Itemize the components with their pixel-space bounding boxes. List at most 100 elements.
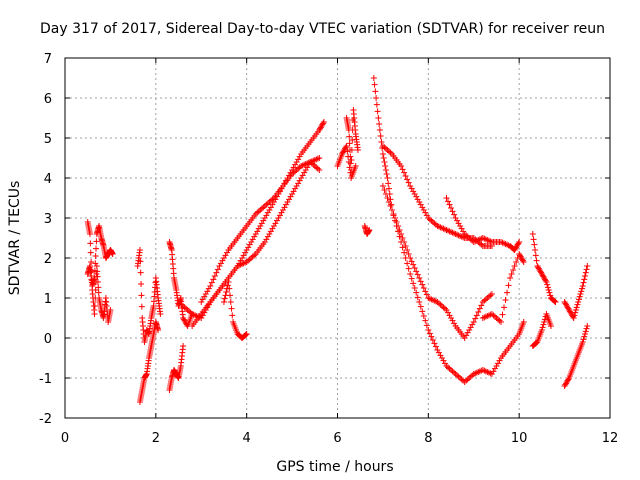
series-arc-1	[84, 219, 114, 325]
data-point-marker	[202, 291, 209, 297]
data-point-marker	[92, 253, 99, 259]
data-point-marker	[417, 303, 424, 310]
data-point-marker	[260, 217, 267, 224]
data-point-marker	[249, 253, 256, 260]
data-point-marker	[576, 293, 583, 300]
data-point-marker	[532, 252, 539, 259]
data-point-marker	[224, 282, 231, 289]
data-point-marker	[390, 211, 397, 217]
data-point-marker	[370, 75, 377, 81]
data-point-marker	[404, 247, 411, 253]
data-point-marker	[86, 231, 93, 237]
data-point-marker	[284, 199, 291, 205]
data-point-marker	[413, 193, 420, 200]
data-point-marker	[580, 279, 587, 286]
data-point-marker	[254, 209, 261, 216]
data-point-marker	[494, 316, 501, 323]
data-point-marker	[242, 249, 249, 256]
series-arc-18	[479, 251, 527, 325]
data-point-marker	[281, 204, 288, 211]
data-point-marker	[413, 289, 420, 296]
series-arc-15	[379, 183, 495, 341]
data-point-marker	[347, 160, 354, 167]
data-point-marker	[243, 247, 250, 253]
data-point-marker	[248, 239, 255, 245]
series-arc-20	[529, 311, 554, 349]
data-point-marker	[95, 289, 102, 296]
data-point-marker	[183, 305, 190, 312]
data-point-marker	[504, 289, 511, 296]
data-point-marker	[399, 244, 406, 251]
data-point-marker	[451, 320, 458, 327]
data-point-marker	[393, 219, 400, 225]
data-point-marker	[290, 188, 297, 195]
data-point-marker	[228, 305, 235, 312]
series-arc-4	[136, 319, 162, 405]
data-point-marker	[293, 183, 300, 189]
data-point-marker	[449, 317, 456, 324]
data-point-marker	[449, 368, 456, 375]
data-point-marker	[91, 311, 98, 317]
data-points	[84, 75, 591, 405]
data-point-marker	[411, 285, 418, 291]
data-point-marker	[475, 309, 482, 315]
data-point-marker	[407, 271, 414, 277]
data-point-marker	[416, 299, 423, 305]
data-point-marker	[211, 273, 218, 279]
data-point-marker	[384, 195, 391, 201]
data-point-marker	[551, 298, 558, 305]
data-point-marker	[246, 241, 253, 248]
data-point-marker	[267, 228, 274, 235]
data-point-marker	[581, 276, 588, 283]
data-point-marker	[445, 364, 452, 371]
data-point-marker	[240, 252, 247, 259]
data-point-marker	[539, 324, 546, 331]
y-tick-label: 3	[44, 212, 52, 227]
data-point-marker	[458, 225, 465, 232]
data-point-marker	[408, 258, 415, 265]
data-point-marker	[441, 305, 448, 312]
data-point-marker	[290, 169, 297, 176]
data-point-marker	[107, 307, 114, 313]
data-point-marker	[222, 252, 229, 259]
data-point-marker	[478, 241, 485, 248]
data-point-marker	[257, 207, 264, 213]
data-point-marker	[293, 159, 300, 165]
data-point-marker	[454, 217, 461, 224]
data-point-marker	[267, 197, 274, 204]
data-point-marker	[296, 177, 303, 184]
data-point-marker	[198, 299, 205, 305]
data-point-marker	[451, 211, 458, 218]
data-point-marker	[399, 235, 406, 241]
data-point-marker	[180, 343, 187, 349]
data-point-marker	[435, 349, 442, 356]
data-point-marker	[452, 215, 459, 221]
data-point-marker	[95, 284, 102, 291]
data-point-marker	[295, 165, 302, 172]
data-point-marker	[376, 127, 383, 133]
data-point-marker	[452, 371, 459, 377]
data-point-marker	[266, 207, 273, 213]
data-point-marker	[482, 296, 489, 303]
data-point-marker	[416, 199, 423, 205]
y-tick-label: 0	[44, 332, 52, 347]
data-point-marker	[373, 101, 380, 108]
data-point-marker	[420, 285, 427, 291]
data-point-marker	[94, 273, 101, 280]
data-point-marker	[451, 369, 458, 376]
data-point-marker	[440, 357, 447, 364]
data-point-marker	[301, 169, 308, 176]
data-point-marker	[446, 201, 453, 208]
data-point-marker	[493, 315, 500, 321]
data-point-marker	[216, 263, 223, 269]
data-point-marker	[239, 255, 246, 261]
data-point-marker	[184, 307, 191, 313]
data-point-marker	[382, 145, 389, 152]
data-point-marker	[423, 212, 430, 219]
data-point-marker	[342, 144, 349, 151]
data-point-marker	[547, 292, 554, 299]
data-point-marker	[227, 292, 234, 299]
data-point-marker	[411, 265, 418, 271]
data-point-marker	[272, 220, 279, 227]
data-point-marker	[488, 291, 495, 297]
